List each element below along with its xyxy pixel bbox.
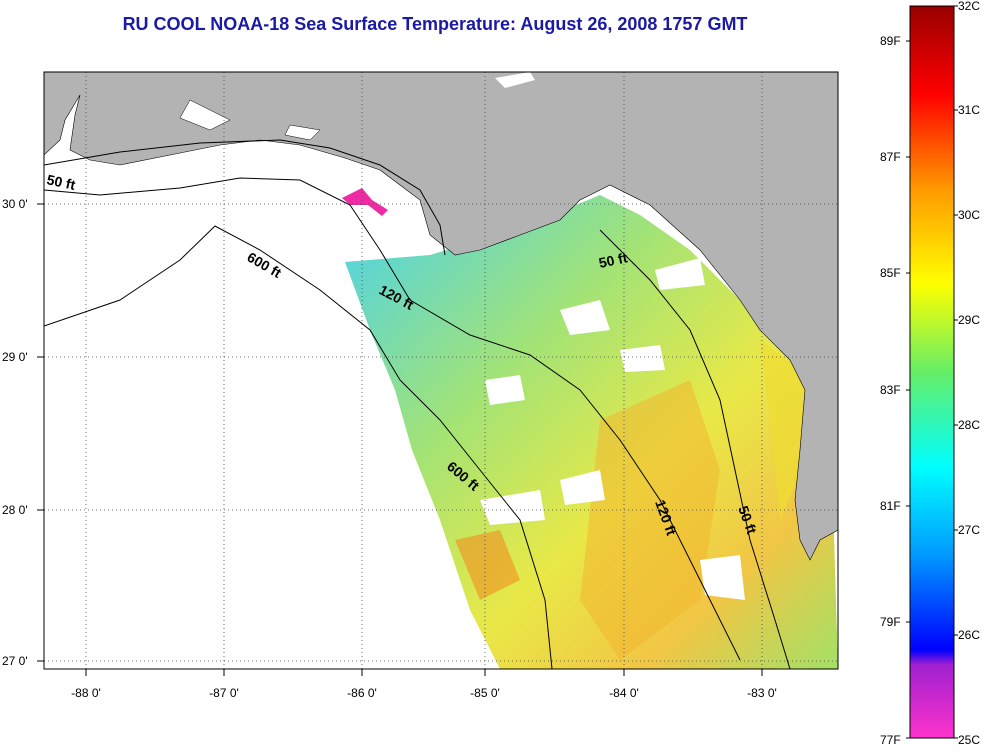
colorbar-fahrenheit-label: 77F (880, 733, 901, 747)
y-tick-label: 28 0' (2, 503, 28, 517)
contour-50ft-east (599, 229, 791, 669)
colorbar-celsius-label: 31C (958, 103, 981, 117)
x-tick-label: -87 0' (209, 686, 239, 700)
x-tick-label: -88 0' (71, 686, 101, 700)
graticule (44, 72, 838, 669)
x-tick-label: -84 0' (609, 686, 639, 700)
colorbar-celsius-label: 28C (958, 418, 981, 432)
colorbar-celsius-label: 32C (958, 0, 981, 13)
map-frame (43, 71, 839, 670)
colorbar (909, 5, 955, 739)
colorbar-celsius-label: 27C (958, 523, 981, 537)
contour-600ft (44, 225, 553, 669)
y-tick-label: 27 0' (2, 654, 28, 668)
contour-120ft (44, 177, 741, 661)
colorbar-celsius-label: 25C (958, 733, 981, 747)
colorbar-celsius-label: 26C (958, 628, 981, 642)
contour-label: 50 ft (597, 249, 629, 271)
contour-50ft (44, 139, 446, 256)
y-tick-label: 29 0' (2, 350, 28, 364)
colorbar-fahrenheit-label: 83F (880, 383, 901, 397)
y-tick-label: 30 0' (2, 197, 28, 211)
colorbar-fahrenheit-label: 85F (880, 266, 901, 280)
x-tick-label: -83 0' (747, 686, 777, 700)
colorbar-celsius-label: 29C (958, 313, 981, 327)
colorbar-fahrenheit-label: 87F (880, 150, 901, 164)
colorbar-fahrenheit-label: 79F (880, 615, 901, 629)
contour-label: 50 ft (45, 171, 77, 193)
x-tick-label: -85 0' (470, 686, 500, 700)
colorbar-fahrenheit-label: 81F (880, 499, 901, 513)
land-mass (44, 72, 838, 561)
colorbar-celsius-label: 30C (958, 208, 981, 222)
x-tick-label: -86 0' (347, 686, 377, 700)
colorbar-fahrenheit-label: 89F (880, 34, 901, 48)
map-title: RU COOL NOAA-18 Sea Surface Temperature:… (122, 14, 748, 34)
